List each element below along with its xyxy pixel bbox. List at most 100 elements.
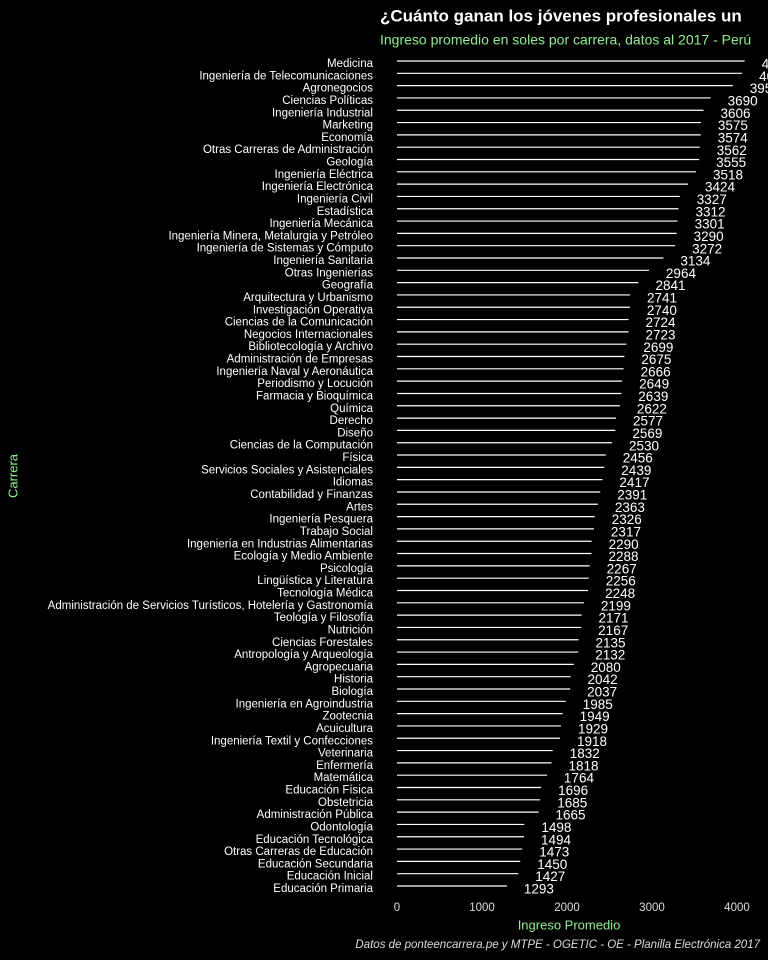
value-label: 2167 [598,623,628,638]
chart-subtitle: Ingreso promedio en soles por carrera, d… [380,32,751,48]
value-label: 1685 [557,795,587,810]
y-tick-label: Antropología y Arqueología [234,649,373,661]
value-label: 2171 [599,611,629,626]
value-label: 2699 [643,340,673,355]
value-label: 1929 [578,721,608,736]
value-label: 2639 [638,389,668,404]
y-tick-label: Ingeniería de Telecomunicaciones [199,70,373,82]
value-label: 1696 [558,783,588,798]
value-label: 2135 [595,635,625,650]
value-label: 2248 [605,586,635,601]
caption: Datos de ponteencarrera.pe y MTPE - OGET… [355,939,760,951]
y-tick-label: Geología [326,157,373,169]
value-label: 2622 [637,401,667,416]
x-tick-label: 2000 [554,902,580,914]
value-label: 2042 [588,672,618,687]
y-tick-label: Ingeniería Minera, Metalurgia y Petróleo [168,230,373,242]
y-tick-label: Farmacia y Bioquímica [256,390,374,402]
value-label: 3562 [717,143,747,158]
value-label: 2740 [647,303,677,318]
value-label: 2724 [646,315,677,330]
y-tick-label: Tecnología Médica [277,588,373,600]
y-tick-label: Educación Secundaria [258,858,374,870]
y-tick-label: Química [330,403,373,415]
y-tick-label: Arquitectura y Urbanismo [243,292,373,304]
y-tick-label: Zootecnia [322,711,373,723]
value-label: 2132 [595,648,625,663]
y-tick-label: Ciencias Políticas [282,95,373,107]
y-tick-label: Bibliotecología y Archivo [248,341,373,353]
y-tick-label: Educación Inicial [287,871,373,883]
y-tick-label: Otras Carreras de Administración [203,144,373,156]
value-label: 3272 [692,241,722,256]
value-label: 1293 [524,882,554,897]
y-tick-label: Agropecuaria [305,661,374,673]
y-tick-label: Contabilidad y Finanzas [250,489,373,501]
y-tick-label: Ingeniería Textil y Confecciones [211,735,373,747]
y-tick-label: Ingeniería Naval y Aeronáutica [216,366,373,378]
y-tick-label: Ciencias de la Comunicación [225,317,373,329]
y-tick-label: Ingeniería Eléctrica [275,169,374,181]
value-label: 2649 [639,377,669,392]
y-tick-label: Ingeniería Electrónica [262,181,374,193]
y-tick-label: Veterinaria [318,748,374,760]
value-label: 3327 [697,192,727,207]
y-tick-label: Economía [321,132,373,144]
value-label: 1818 [569,758,599,773]
y-tick-label: Nutrición [328,624,373,636]
value-label: 2417 [619,475,649,490]
value-label: 2964 [666,266,697,281]
y-tick-label: Diseño [337,427,373,439]
y-tick-label: Matemática [314,772,374,784]
y-tick-label: Enfermería [316,760,373,772]
y-tick-label: Otras Ingenierías [285,267,373,279]
y-tick-label: Educación Primaria [273,883,373,895]
y-tick-label: Ciencias de la Computación [230,440,373,452]
y-tick-label: Ingeniería en Agroindustria [236,698,374,710]
y-tick-label: Marketing [323,120,374,132]
y-tick-label: Física [342,452,373,464]
value-label: 1494 [541,832,572,847]
y-tick-label: Psicología [320,563,374,575]
value-label: 3606 [720,106,750,121]
value-label: 3301 [695,217,725,232]
value-label: 1949 [580,709,610,724]
chart-title: ¿Cuánto ganan los jóvenes profesionales … [380,6,742,25]
value-label: 1427 [535,869,565,884]
value-label: 2363 [615,500,645,515]
y-tick-label: Ingeniería Industrial [272,107,373,119]
y-tick-label: Ingeniería Mecánica [269,218,373,230]
value-label: 2666 [641,364,671,379]
value-label: 3555 [716,155,746,170]
y-tick-label: Geografía [322,280,374,292]
value-label: 3290 [694,229,724,244]
x-tick-label: 0 [394,902,400,914]
y-tick-label: Negocios Internacionales [244,329,373,341]
y-tick-label: Ingeniería Sanitaria [273,255,373,267]
y-tick-label: Trabajo Social [300,526,373,538]
value-label: 3424 [705,180,736,195]
value-label: 2391 [617,488,647,503]
y-tick-label: Medicina [327,58,374,70]
value-label: 2577 [633,414,663,429]
y-tick-label: Servicios Sociales y Asistenciales [201,464,373,476]
y-tick-label: Ingeniería de Sistemas y Cómputo [197,243,373,255]
y-tick-label: Ecología y Medio Ambiente [234,551,373,563]
value-label: 2841 [655,278,685,293]
value-label: 2037 [587,685,617,700]
value-label: 2675 [641,352,671,367]
value-label: 1450 [537,857,567,872]
value-label: 2290 [609,537,639,552]
value-label: 1665 [556,808,586,823]
y-tick-label: Administración de Servicios Turísticos, … [48,600,374,612]
value-label: 3950 [750,81,768,96]
y-tick-label: Periodismo y Locución [257,378,373,390]
y-tick-label: Idiomas [333,477,374,489]
value-label: 3575 [718,118,748,133]
y-tick-label: Administración de Empresas [227,354,374,366]
y-tick-label: Ingeniería Pesquera [269,514,373,526]
value-label: 2080 [591,660,621,675]
value-label: 2456 [623,451,653,466]
x-tick-label: 1000 [469,902,495,914]
